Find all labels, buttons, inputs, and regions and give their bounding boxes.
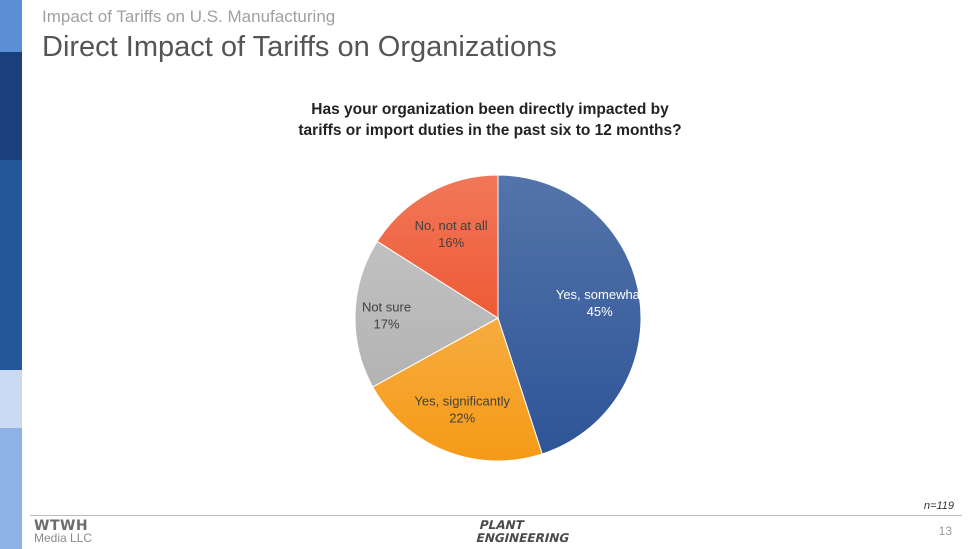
pie-slice-no-not-at-all [376,174,499,319]
slide-subtitle: Impact of Tariffs on U.S. Manufacturing [42,7,336,26]
sidebar-accent-mid [0,160,22,370]
slice-label: No, not at all [415,218,488,233]
sidebar-accent-light [0,428,22,549]
wtwh-logo-subtext: Media LLC [34,531,93,545]
slice-label: Yes, significantly [414,393,510,408]
page-number: 13 [938,524,952,538]
slice-value-label: 45% [587,304,613,319]
slice-value-label: 22% [449,410,475,425]
wtwh-logo: WTWH Media LLC [34,518,93,545]
slice-label: Yes, somewhat [556,287,644,302]
sidebar-accent-pale [0,370,22,428]
wtwh-logo-text: WTWH [34,518,89,534]
slice-value-label: 16% [438,235,464,250]
sidebar-accent-dark [0,52,22,160]
pie-slice-not-sure [354,240,499,388]
plant-engineering-logo: PLANT ENGINEERING [474,518,574,545]
pie-slice-yes-somewhat [497,174,642,455]
sidebar-accent-top [0,0,22,52]
engineering-logo-text: ENGINEERING [474,531,571,545]
slide-title: Direct Impact of Tariffs on Organization… [42,31,557,63]
slice-value-label: 17% [373,316,399,331]
pie-slice-yes-significantly [372,317,543,462]
slice-label: Not sure [362,299,411,314]
sample-size: n=119 [923,500,954,512]
footer-divider [30,515,962,516]
chart-title-line-1: Has your organization been directly impa… [311,101,669,118]
chart-title-line-2: tariffs or import duties in the past six… [298,122,682,139]
